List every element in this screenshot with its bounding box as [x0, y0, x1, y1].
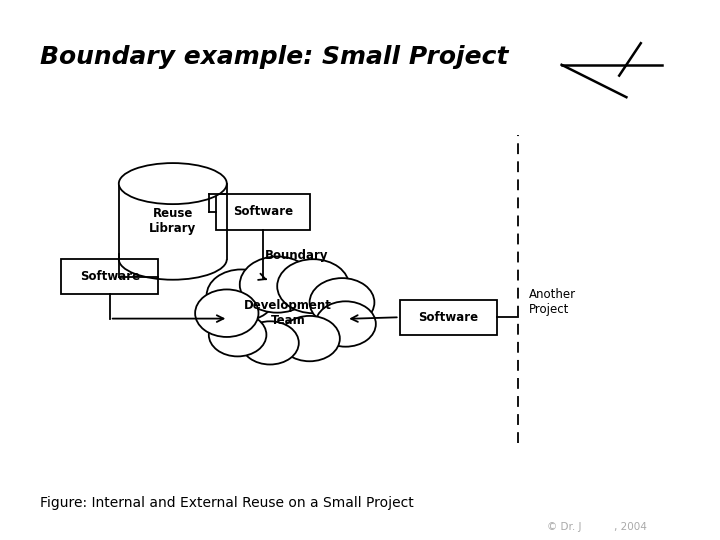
Circle shape — [310, 278, 374, 327]
Text: Software: Software — [80, 270, 140, 284]
Text: Development
Team: Development Team — [244, 299, 332, 327]
Circle shape — [241, 321, 299, 365]
Circle shape — [315, 301, 376, 347]
Circle shape — [195, 289, 258, 337]
Circle shape — [207, 269, 276, 321]
Text: Reuse
Library: Reuse Library — [149, 207, 197, 235]
Bar — [400, 300, 497, 335]
Ellipse shape — [213, 271, 364, 361]
Text: Figure: Internal and External Reuse on a Small Project: Figure: Internal and External Reuse on a… — [40, 496, 413, 510]
Text: Another
Project: Another Project — [529, 288, 576, 316]
Text: Boundary example: Small Project: Boundary example: Small Project — [40, 45, 508, 69]
Bar — [216, 194, 310, 230]
Text: Software: Software — [418, 310, 478, 324]
Circle shape — [209, 313, 266, 356]
Bar — [61, 259, 158, 294]
Circle shape — [279, 316, 340, 361]
Text: Boundary: Boundary — [265, 249, 328, 262]
Circle shape — [277, 259, 349, 313]
Text: Software: Software — [233, 205, 293, 219]
Text: © Dr. J          , 2004: © Dr. J , 2004 — [547, 522, 647, 531]
Circle shape — [240, 256, 315, 313]
Ellipse shape — [119, 163, 227, 204]
